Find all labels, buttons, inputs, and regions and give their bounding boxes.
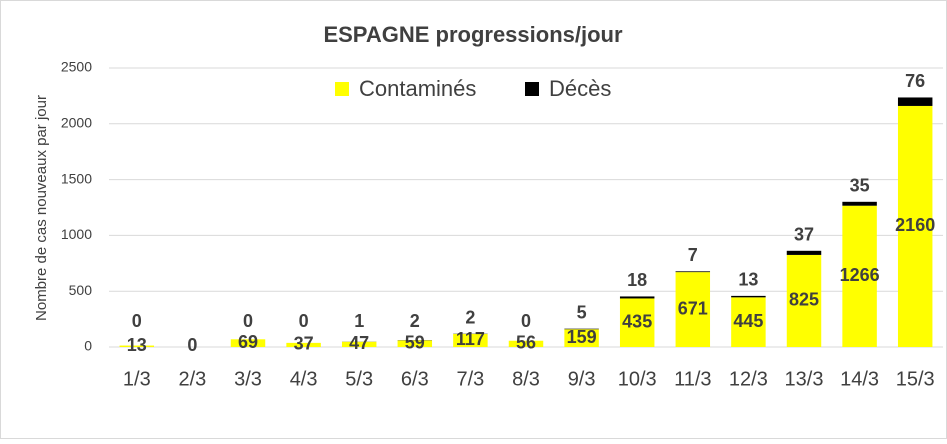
legend-label: Décès: [549, 76, 611, 101]
data-label: 13: [127, 335, 147, 355]
data-label: 76: [905, 71, 925, 91]
data-label: 0: [521, 311, 531, 331]
data-label: 47: [349, 333, 369, 353]
x-tick-label: 12/3: [729, 368, 768, 390]
data-label: 0: [187, 335, 197, 355]
bar-segment: [898, 97, 932, 105]
data-label: 37: [794, 225, 814, 245]
x-tick-label: 9/3: [568, 368, 596, 390]
data-label: 117: [456, 329, 485, 349]
bar-segment: [731, 296, 765, 297]
bar-segment: [620, 296, 654, 298]
y-axis-title: Nombre de cas nouveaux par jour: [33, 95, 50, 321]
data-label: 0: [243, 311, 253, 331]
data-label: 159: [567, 327, 597, 347]
data-label: 35: [850, 176, 870, 196]
data-label: 69: [238, 332, 258, 352]
bar-segment: [676, 271, 710, 272]
data-label: 18: [627, 270, 647, 290]
bar-segment: [842, 202, 876, 206]
chart-title: ESPAGNE progressions/jour: [323, 22, 623, 47]
x-tick-label: 13/3: [785, 368, 824, 390]
data-label: 435: [622, 311, 652, 331]
x-tick-label: 4/3: [290, 368, 318, 390]
x-tick-label: 8/3: [512, 368, 540, 390]
data-label: 2: [465, 307, 475, 327]
y-tick-label: 1500: [61, 170, 92, 186]
data-label: 59: [405, 332, 425, 352]
data-label: 825: [789, 290, 819, 310]
data-label: 671: [678, 298, 708, 318]
x-tick-label: 2/3: [178, 368, 206, 390]
data-label: 13: [738, 270, 758, 290]
x-tick-label: 7/3: [456, 368, 484, 390]
x-tick-label: 15/3: [896, 368, 935, 390]
data-label: 1266: [840, 265, 880, 285]
data-label: 2: [410, 311, 420, 331]
legend-swatch: [335, 82, 349, 96]
y-tick-label: 2000: [61, 115, 92, 131]
data-label: 445: [733, 311, 763, 331]
x-tick-label: 5/3: [345, 368, 373, 390]
y-tick-label: 1000: [61, 226, 92, 242]
legend-label: Contaminés: [359, 76, 476, 101]
data-label: 37: [294, 334, 314, 354]
x-tick-label: 11/3: [674, 368, 711, 390]
data-label: 1: [354, 311, 364, 331]
x-tick-label: 10/3: [618, 368, 657, 390]
data-label: 7: [688, 245, 698, 265]
data-label: 2160: [895, 215, 935, 235]
data-label: 5: [577, 302, 587, 322]
data-label: 56: [516, 333, 536, 353]
data-label: 0: [299, 311, 309, 331]
bar-segment: [564, 329, 598, 330]
y-tick-label: 0: [84, 338, 92, 354]
x-tick-label: 3/3: [234, 368, 262, 390]
data-label: 0: [132, 311, 142, 331]
x-tick-label: 14/3: [840, 368, 879, 390]
x-tick-label: 6/3: [401, 368, 429, 390]
y-tick-label: 2500: [61, 59, 92, 75]
legend-swatch: [525, 82, 539, 96]
y-tick-label: 500: [69, 282, 93, 298]
bar-segment: [787, 251, 821, 255]
x-tick-label: 1/3: [123, 368, 151, 390]
